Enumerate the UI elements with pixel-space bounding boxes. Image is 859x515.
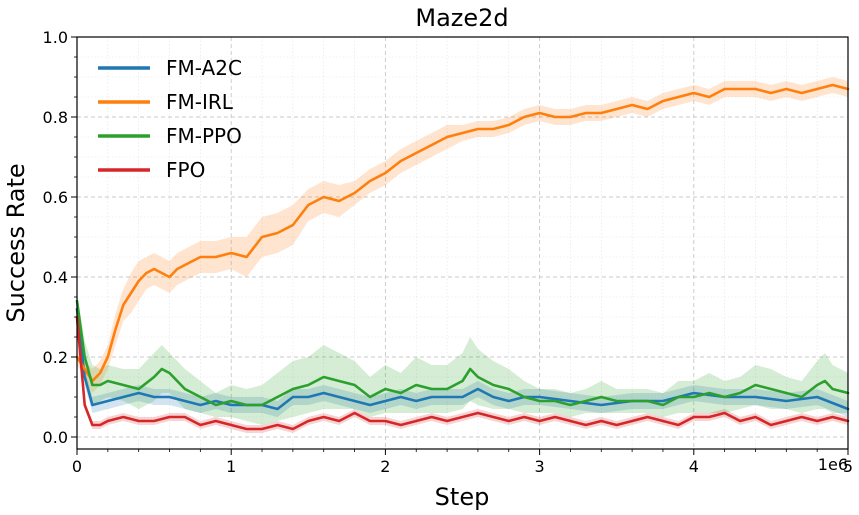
x-tick-label: 5	[843, 457, 853, 476]
x-tick-label: 4	[689, 457, 699, 476]
plot-frame	[76, 36, 849, 450]
legend-label-fm-ppo: FM-PPO	[166, 124, 242, 148]
y-tick-label: 0.8	[43, 108, 68, 127]
y-tick-label: 1.0	[43, 28, 68, 47]
x-axis-title: Step	[435, 483, 490, 511]
y-tick-label: 0.4	[43, 268, 68, 287]
legend-label-fm-a2c: FM-A2C	[166, 56, 242, 80]
x-tick-label: 2	[380, 457, 390, 476]
x-tick-label: 1	[226, 457, 236, 476]
legend: FM-A2C FM-IRL FM-PPO FPO	[98, 56, 242, 182]
y-axis-title: Success Rate	[2, 163, 30, 322]
series-lines	[75, 83, 850, 431]
y-tick-label: 0.2	[43, 348, 68, 367]
band-fm-a2c	[77, 301, 848, 417]
x-tick-label: 0	[72, 457, 82, 476]
x-axis-offset-label: 1e6	[818, 455, 848, 474]
grid-lines	[76, 36, 849, 449]
x-tick-label: 3	[535, 457, 545, 476]
legend-label-fpo: FPO	[166, 158, 205, 182]
legend-label-fm-irl: FM-IRL	[166, 90, 234, 114]
band-fm-ppo	[77, 293, 848, 425]
band-fm-irl	[77, 77, 848, 393]
y-tick-label: 0.6	[43, 188, 68, 207]
y-tick-label: 0.0	[43, 428, 68, 447]
line-fm-irl	[75, 83, 850, 383]
x-axis-ticks: 0 1 2 3 4 5	[72, 449, 853, 476]
line-fpo	[75, 315, 850, 431]
chart-title: Maze2d	[415, 4, 508, 32]
y-axis-ticks: 0.0 0.2 0.4 0.6 0.8 1.0	[43, 28, 77, 447]
line-fm-ppo	[75, 299, 850, 407]
